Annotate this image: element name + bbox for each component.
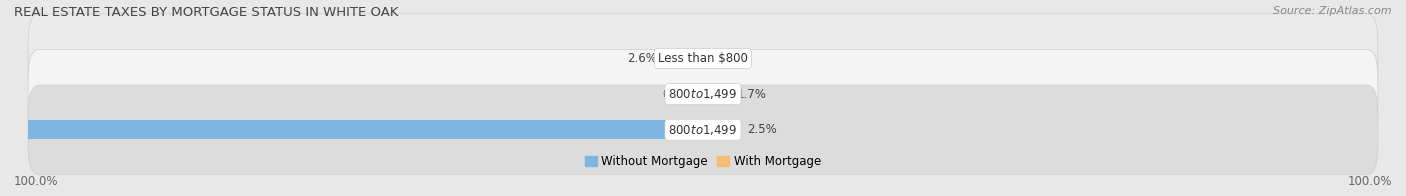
Bar (703, 121, 737, 139)
Text: 0.0%: 0.0% (714, 52, 744, 65)
Text: $800 to $1,499: $800 to $1,499 (668, 87, 738, 101)
Text: 0.0%: 0.0% (662, 88, 692, 101)
Text: 1.7%: 1.7% (737, 88, 766, 101)
Legend: Without Mortgage, With Mortgage: Without Mortgage, With Mortgage (581, 150, 825, 173)
FancyBboxPatch shape (28, 85, 1378, 174)
Text: Source: ZipAtlas.com: Source: ZipAtlas.com (1274, 6, 1392, 16)
Bar (0, 121, 703, 139)
Text: 2.6%: 2.6% (627, 52, 657, 65)
Bar (703, 85, 725, 103)
Text: 100.0%: 100.0% (1347, 175, 1392, 188)
Text: REAL ESTATE TAXES BY MORTGAGE STATUS IN WHITE OAK: REAL ESTATE TAXES BY MORTGAGE STATUS IN … (14, 6, 398, 19)
Text: 2.5%: 2.5% (748, 123, 778, 136)
FancyBboxPatch shape (28, 50, 1378, 139)
FancyBboxPatch shape (28, 14, 1378, 103)
Bar (668, 49, 703, 68)
Text: Less than $800: Less than $800 (658, 52, 748, 65)
Text: $800 to $1,499: $800 to $1,499 (668, 123, 738, 137)
Text: 100.0%: 100.0% (14, 175, 59, 188)
